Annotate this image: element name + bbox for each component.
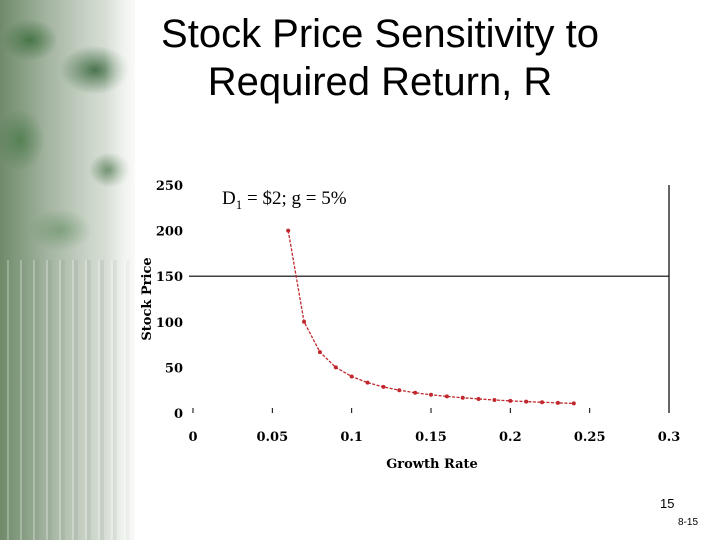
x-tick-label: 0.2 — [499, 430, 522, 445]
annotation-subscript: 1 — [235, 196, 243, 212]
data-point — [460, 395, 465, 400]
data-point — [540, 400, 545, 405]
page-number: 15 — [660, 496, 675, 511]
chart-tick-labels: 0 0.05 0.1 0.15 0.2 0.25 0.3 0 50 100 150 200 250 — [156, 179, 680, 445]
annotation-main: D — [222, 188, 236, 209]
y-tick-label: 200 — [156, 225, 183, 240]
data-point — [555, 400, 560, 405]
annotation-rest: = $2; g = 5% — [242, 188, 347, 209]
x-tick-label: 0.25 — [574, 430, 606, 445]
slide-title: Stock Price Sensitivity to Required Retu… — [110, 10, 650, 106]
chart-series — [286, 228, 576, 406]
slide-reference: 8-15 — [678, 517, 699, 528]
y-tick-label: 250 — [156, 179, 183, 194]
data-point — [444, 394, 449, 399]
data-point — [286, 228, 291, 233]
chart-axes — [189, 185, 670, 413]
data-point — [508, 398, 513, 403]
y-tick-label: 100 — [156, 316, 183, 331]
data-point — [381, 384, 386, 389]
x-tick-label: 0 — [188, 430, 197, 445]
data-point — [429, 392, 433, 397]
slide-title-line-1: Stock Price Sensitivity to — [161, 12, 599, 56]
data-point — [349, 374, 354, 379]
data-point — [571, 401, 576, 406]
data-point — [524, 399, 529, 404]
y-tick-label: 0 — [174, 407, 183, 422]
data-point — [333, 365, 338, 370]
x-tick-label: 0.3 — [658, 430, 681, 445]
data-point — [476, 396, 481, 401]
slide-title-line-2: Required Return, R — [207, 60, 553, 104]
x-tick-label: 0.15 — [415, 430, 447, 445]
data-point — [397, 388, 402, 393]
decorative-fade — [105, 0, 145, 540]
chart-annotation: D1 = $2; g = 5% — [222, 188, 347, 213]
x-tick-label: 0.1 — [340, 430, 363, 445]
y-tick-label: 150 — [156, 270, 183, 285]
series-line — [287, 230, 574, 405]
data-point — [302, 319, 307, 324]
y-axis-label: Stock Price — [140, 257, 155, 340]
data-point — [413, 390, 418, 395]
x-axis-label: Growth Rate — [386, 457, 478, 472]
data-point — [317, 350, 322, 355]
y-tick-label: 50 — [165, 361, 183, 376]
data-point — [492, 397, 497, 402]
x-tick-label: 0.05 — [256, 430, 288, 445]
data-point — [365, 380, 370, 385]
